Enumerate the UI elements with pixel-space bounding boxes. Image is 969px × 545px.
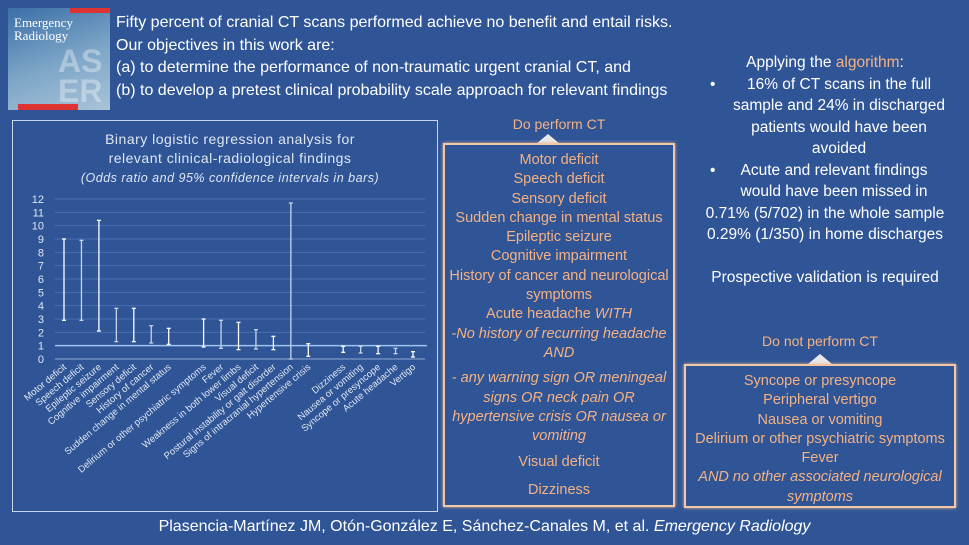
dont-ct-box: Syncope or presyncope Peripheral vertigo… [684,364,956,508]
intro-line: Our objectives in this work are: [116,36,335,54]
y-tick-label: 7 [38,261,44,273]
intro-text: Fifty percent of cranial CT scans perfor… [116,12,672,102]
citation-journal: Emergency Radiology [653,518,811,535]
dont-ct-item: Fever [801,450,839,467]
bullet-icon: • [710,75,716,93]
do-ct-item: Visual deficit [518,454,600,471]
y-tick-label: 11 [33,207,44,219]
chart-subtitle: (Odds ratio and 95% confidence intervals… [80,171,380,185]
headache-condition: -No history of recurring headache [451,325,667,342]
missed-whole-sample: 0.71% (5/702) in the whole sample [705,204,945,222]
headache-and: AND [543,344,575,361]
dont-ct-note: AND no other associated neurological sym… [698,469,942,505]
intro-line: Fifty percent of cranial CT scans perfor… [116,14,673,31]
do-ct-headache: Acute headache WITH [445,305,673,324]
apply-heading-text: Applying the [746,54,836,71]
do-ct-item: Cognitive impairment [490,248,628,265]
dont-ct-item: Syncope or presyncope [743,373,897,389]
do-ct-item: Sensory deficit [511,190,607,207]
journal-cover: Emergency Radiology AS ER [8,8,110,110]
chart-title: Binary logistic regression analysis for … [12,130,448,188]
do-ct-item: Epileptic seizure [506,229,612,246]
objective-a: (a) to determine the performance of non-… [116,59,631,76]
do-ct-item: Speech deficit [513,171,605,188]
do-ct-item: Dizziness [527,481,591,498]
y-tick-label: 6 [38,274,44,286]
dont-ct-heading: Do not perform CT [762,333,878,349]
validation-note: Prospective validation is required [711,268,939,286]
apply-heading: Applying the algorithm: [690,52,960,74]
y-tick-label: 0 [38,354,44,366]
dont-ct-item: Peripheral vertigo [763,392,877,409]
headache-condition: - any warning sign OR meningeal signs OR… [451,370,667,445]
result-bullet: Acute and relevant findings would have b… [740,161,928,201]
dont-ct-item: Delirium or other psychiatric symptoms [695,430,945,447]
dont-ct-item: Nausea or vomiting [757,411,883,428]
headache-with: WITH [594,306,632,323]
citation: Plasencia-Martínez JM, Otón-González E, … [0,518,969,536]
y-tick-label: 4 [38,301,44,313]
arrow-up-icon [536,134,560,144]
missed-home-discharges: 0.29% (1/350) in home discharges [706,226,944,243]
y-tick-label: 8 [38,247,44,259]
do-ct-item: Motor deficit [519,152,599,168]
algorithm-results: Applying the algorithm: • 16% of CT scans… [690,52,960,288]
apply-heading-colon: : [899,54,904,71]
chart-title-line: relevant clinical-radiological findings [108,150,352,166]
do-ct-heading: Do perform CT [512,116,606,132]
result-bullet: 16% of CT scans in the full sample and 2… [733,75,945,158]
y-tick-label: 5 [38,287,44,299]
arrow-up-icon [808,354,832,364]
y-tick-label: 2 [38,327,44,339]
apply-heading-highlight: algorithm [835,54,900,71]
y-tick-label: 9 [38,234,44,246]
y-tick-label: 10 [32,221,44,233]
do-ct-item: Sudden change in mental status [455,209,663,226]
y-tick-label: 3 [38,314,44,326]
citation-authors: Plasencia-Martínez JM, Otón-González E, … [158,518,654,535]
do-ct-box: Motor deficit Speech deficit Sensory def… [443,143,675,507]
bullet-icon: • [710,161,716,179]
headache-label: Acute headache [486,306,595,323]
objective-b: (b) to develop a pretest clinical probab… [116,81,668,99]
y-tick-label: 12 [32,194,44,206]
journal-cover-title: Emergency Radiology [14,15,73,43]
chart-title-line: Binary logistic regression analysis for [105,131,355,147]
chart-frame [12,120,438,512]
y-tick-label: 1 [38,341,44,353]
do-ct-item: History of cancer and neurological sympt… [449,267,669,304]
